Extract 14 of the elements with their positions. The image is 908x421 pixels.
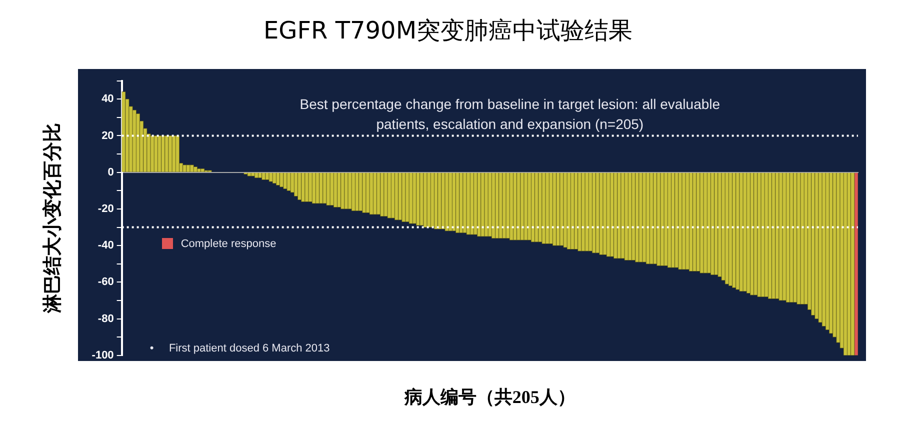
x-axis-title: 病人编号（共205人） — [403, 386, 576, 407]
y-tick-label: -60 — [98, 276, 114, 288]
annotation: • First patient dosed 6 March 2013 — [150, 342, 330, 354]
y-axis-title: 淋巴结大小变化百分比 — [42, 123, 64, 314]
y-tick-label: -100 — [92, 349, 114, 362]
y-tick-label: 20 — [102, 130, 114, 142]
y-tick-label: -40 — [98, 240, 114, 252]
y-tick-label: -20 — [98, 202, 114, 215]
y-tick-label: 0 — [108, 166, 114, 178]
annotation: Best percentage change from baseline in target lesion: all evaluable patients, escalation and expansion (n=205) — [300, 96, 720, 132]
chart-title: EGFR T790M突变肺癌中试验结果 — [263, 16, 633, 45]
legend-label: Complete response — [180, 238, 276, 250]
y-tick-label: 40 — [102, 93, 114, 106]
y-tick-label: -80 — [98, 312, 114, 325]
